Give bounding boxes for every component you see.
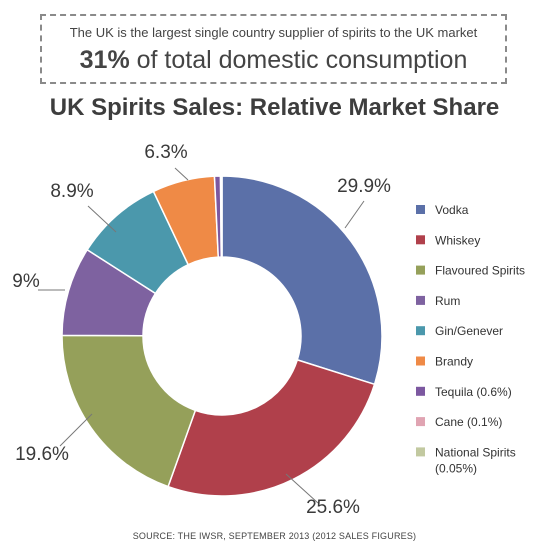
legend-swatch <box>416 447 425 457</box>
legend-swatch <box>416 295 425 305</box>
legend-label: Rum <box>435 294 460 308</box>
leader-line <box>344 200 365 229</box>
legend-label: Flavoured Spirits <box>435 264 525 278</box>
legend-swatch <box>416 265 425 275</box>
leader-line <box>174 167 189 181</box>
data-label: 29.9% <box>337 176 391 197</box>
slice-whiskey <box>167 358 376 497</box>
callout-headline-text: of total domestic consumption <box>129 46 468 74</box>
leader-line <box>285 473 319 504</box>
legend-label: Gin/Genever <box>435 324 503 338</box>
legend-label: National Spirits <box>435 445 516 459</box>
data-label: 25.6% <box>306 497 360 518</box>
legend-label: Vodka <box>435 203 469 217</box>
legend-label: Tequila (0.6%) <box>435 385 512 399</box>
chart-title: UK Spirits Sales: Relative Market Share <box>49 94 500 121</box>
legend-label: (0.05%) <box>435 461 477 475</box>
data-label: 6.3% <box>144 142 187 163</box>
legend-swatch <box>416 356 425 366</box>
data-label: 8.9% <box>50 181 93 202</box>
legend-label: Brandy <box>435 355 473 369</box>
callout-percentage: 31% <box>79 46 130 74</box>
legend-label: Whiskey <box>435 233 480 247</box>
source-note: SOURCE: THE IWSR, SEPTEMBER 2013 (2012 S… <box>132 531 417 541</box>
legend-swatch <box>416 235 425 245</box>
legend-swatch <box>416 326 425 336</box>
callout-headline: 31% of total domestic consumption <box>42 46 505 75</box>
leader-line <box>87 205 117 233</box>
data-label: 9% <box>12 271 40 292</box>
leader-line <box>59 413 93 447</box>
legend-swatch <box>416 205 425 214</box>
slice-national-spirits <box>220 175 223 258</box>
slice-flavoured-spirits <box>61 334 197 488</box>
legend-swatch <box>416 386 425 396</box>
legend-label: Cane (0.1%) <box>435 415 502 429</box>
data-label: 19.6% <box>15 444 69 465</box>
legend-swatch <box>416 417 425 427</box>
summary-callout: The UK is the largest single country sup… <box>40 14 507 84</box>
slice-vodka <box>221 175 383 386</box>
callout-text: The UK is the largest single country sup… <box>69 25 478 40</box>
